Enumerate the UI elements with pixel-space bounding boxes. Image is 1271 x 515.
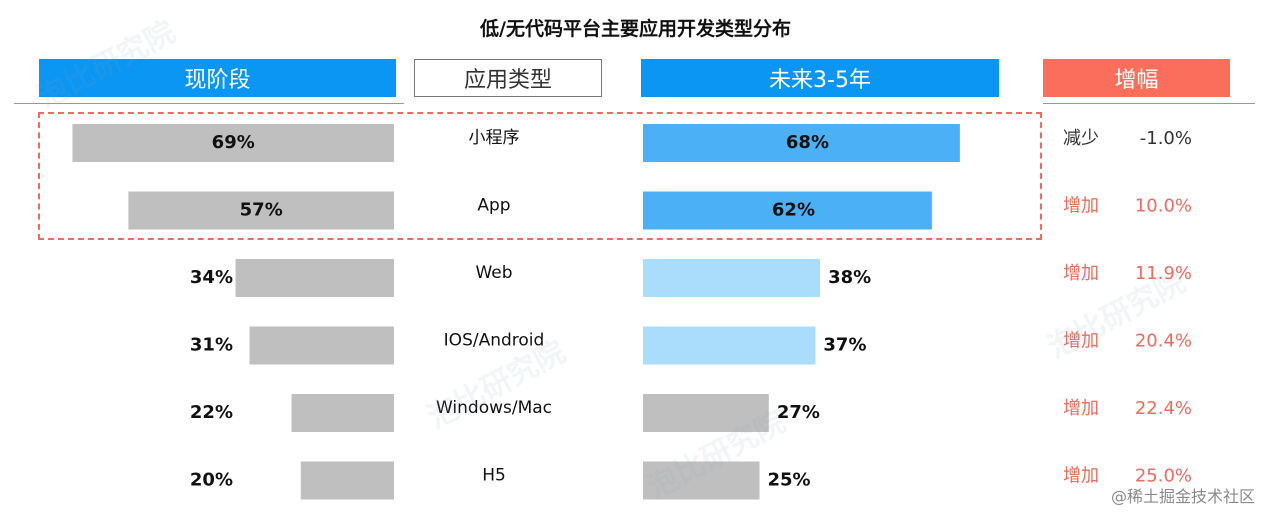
current-value-label: 57% xyxy=(240,200,283,221)
current-bar xyxy=(72,124,395,162)
category-label: 小程序 xyxy=(469,128,520,148)
future-bar xyxy=(643,259,821,297)
category-label: IOS/Android xyxy=(444,331,545,351)
current-value-label: 20% xyxy=(190,470,233,491)
change-direction: 减少 xyxy=(1063,128,1099,149)
change-direction: 增加 xyxy=(1063,466,1099,487)
change-value: 11.9% xyxy=(1135,263,1192,284)
header-divider-right xyxy=(1043,103,1255,104)
change-value: 22.4% xyxy=(1135,398,1192,419)
current-bar xyxy=(128,191,394,230)
current-bar xyxy=(291,394,394,432)
future-bar xyxy=(643,191,932,230)
header-type: 应用类型 xyxy=(414,59,602,97)
header-current: 现阶段 xyxy=(39,59,396,97)
future-value-label: 25% xyxy=(768,470,811,491)
change-direction: 增加 xyxy=(1063,196,1099,217)
header-growth: 增幅 xyxy=(1043,59,1230,97)
change-direction: 增加 xyxy=(1063,398,1099,419)
current-bar xyxy=(235,259,394,297)
future-value-label: 38% xyxy=(828,267,871,288)
header-future: 未来3-5年 xyxy=(641,59,999,97)
change-value: 25.0% xyxy=(1135,466,1192,487)
future-value-label: 62% xyxy=(772,200,815,221)
category-label: App xyxy=(477,196,510,216)
current-bar xyxy=(249,326,394,365)
current-bar xyxy=(300,461,394,500)
current-value-label: 34% xyxy=(190,267,233,288)
future-value-label: 27% xyxy=(777,402,820,423)
change-value: -1.0% xyxy=(1140,128,1192,149)
future-value-label: 37% xyxy=(823,335,866,356)
change-direction: 增加 xyxy=(1063,263,1099,284)
future-bar xyxy=(643,326,816,365)
current-value-label: 69% xyxy=(212,132,255,153)
future-bar xyxy=(643,124,960,162)
change-value: 20.4% xyxy=(1135,331,1192,352)
category-label: Web xyxy=(475,263,512,283)
chart-title: 低/无代码平台主要应用开发类型分布 xyxy=(480,18,791,40)
current-value-label: 22% xyxy=(190,402,233,423)
highlight-box xyxy=(38,112,1042,240)
current-value-label: 31% xyxy=(190,335,233,356)
category-label: H5 xyxy=(482,466,506,486)
header-divider-left xyxy=(14,103,404,104)
future-bar xyxy=(643,461,760,500)
future-bar xyxy=(643,394,769,432)
category-label: Windows/Mac xyxy=(436,398,552,418)
change-direction: 增加 xyxy=(1063,331,1099,352)
future-value-label: 68% xyxy=(786,132,829,153)
credit-text: @稀土掘金技术社区 xyxy=(1110,487,1255,506)
change-value: 10.0% xyxy=(1135,196,1192,217)
